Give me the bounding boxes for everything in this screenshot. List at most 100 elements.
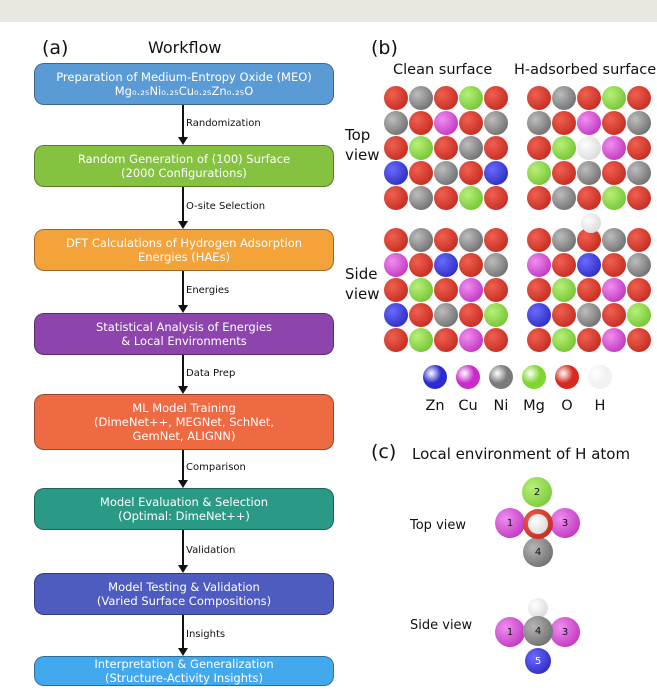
workflow-step-2: Random Generation of (100) Surface (2000 … <box>34 145 334 187</box>
workflow-step-5-text-2: (DimeNet++, MEGNet, SchNet, <box>94 415 274 429</box>
atom-ball <box>627 303 651 327</box>
workflow-step-6-text-1: Model Evaluation & Selection <box>99 495 269 509</box>
workflow-step-3-text-1: DFT Calculations of Hydrogen Adsorption <box>65 236 303 250</box>
atom-ball <box>434 86 458 110</box>
workflow-arrowhead-7 <box>178 648 188 656</box>
atom-ball <box>434 161 458 185</box>
atom-ball <box>434 253 458 277</box>
workflow-arrow-label-2: O-site Selection <box>184 201 268 212</box>
atom-ball <box>527 86 551 110</box>
atom-ball <box>459 111 483 135</box>
atom-ball <box>434 328 458 352</box>
workflow-step-7-text-1: Model Testing & Validation <box>108 580 260 594</box>
legend-ball-mg <box>522 365 546 389</box>
workflow-step-1-text-2: Mg₀.₂₅Ni₀.₂₅Cu₀.₂₅Zn₀.₂₅O <box>114 84 254 98</box>
atom-ball <box>527 186 551 210</box>
atom-3-cu-side: 3 <box>550 617 580 647</box>
atom-ball <box>459 161 483 185</box>
atom-ball <box>434 303 458 327</box>
atom-ball <box>484 253 508 277</box>
atom-ball <box>602 86 626 110</box>
atom-ball <box>384 303 408 327</box>
atom-ball <box>384 161 408 185</box>
atom-ball <box>602 161 626 185</box>
workflow-step-6: Model Evaluation & Selection (Optimal: Di… <box>34 488 334 530</box>
atom-ball <box>434 278 458 302</box>
atom-ball <box>627 161 651 185</box>
h-adsorbed-surface-heading: H-adsorbed surface <box>514 62 657 78</box>
atom-ball <box>577 253 601 277</box>
atom-ball <box>577 111 601 135</box>
workflow-arrowhead-2 <box>178 221 188 229</box>
atom-ball <box>627 278 651 302</box>
atom-ball <box>527 136 551 160</box>
workflow-step-7-text-2: (Varied Surface Compositions) <box>96 594 272 608</box>
atom-ball <box>384 253 408 277</box>
workflow-step-4: Statistical Analysis of Energies & Local … <box>34 313 334 355</box>
legend-label-o: O <box>561 398 573 414</box>
atom-ball <box>527 228 551 252</box>
legend-ball-zn <box>423 365 447 389</box>
panel-a-label: (a) <box>42 37 69 59</box>
atom-ball <box>384 111 408 135</box>
atom-ball <box>627 86 651 110</box>
atom-ball <box>627 136 651 160</box>
atom-ball <box>577 136 601 160</box>
atom-ball <box>602 186 626 210</box>
atom-ball <box>409 253 433 277</box>
atom-ball <box>552 253 576 277</box>
workflow-title: Workflow <box>148 38 222 57</box>
workflow-arrow-4 <box>182 355 184 386</box>
atom-ball <box>527 161 551 185</box>
atom-ball <box>434 186 458 210</box>
legend-label-ni: Ni <box>493 398 509 414</box>
clean-surface-heading: Clean surface <box>393 62 493 78</box>
atom-ball <box>409 86 433 110</box>
atom-3-cu: 3 <box>550 508 580 538</box>
atom-ball <box>577 278 601 302</box>
workflow-arrow-1 <box>182 105 184 137</box>
side-view-row-label: Side view <box>345 265 380 303</box>
local-env-title: Local environment of H atom <box>412 445 631 463</box>
workflow-arrowhead-3 <box>178 305 188 313</box>
top-banner <box>0 0 657 22</box>
atom-ball <box>384 186 408 210</box>
atom-ball <box>552 186 576 210</box>
clean-top-structure <box>384 86 508 210</box>
atom-ball <box>459 278 483 302</box>
workflow-step-7: Model Testing & Validation (Varied Surfac… <box>34 573 334 615</box>
atom-ball <box>602 253 626 277</box>
atom-ball <box>527 111 551 135</box>
atom-ball <box>577 161 601 185</box>
workflow-arrow-5 <box>182 450 184 480</box>
atom-ball <box>459 328 483 352</box>
atom-ball <box>577 86 601 110</box>
legend-label-cu: Cu <box>458 398 478 414</box>
atom-ball <box>459 228 483 252</box>
atom-ball <box>552 278 576 302</box>
atom-1-cu: 1 <box>495 508 525 538</box>
workflow-step-3: DFT Calculations of Hydrogen Adsorption E… <box>34 229 334 271</box>
workflow-step-1: Preparation of Medium-Entropy Oxide (MEO… <box>34 63 334 105</box>
workflow-step-2-text-1: Random Generation of (100) Surface <box>77 152 291 166</box>
atom-4-ni-side: 4 <box>523 616 553 646</box>
workflow-arrow-6 <box>182 530 184 565</box>
atom-ball <box>484 86 508 110</box>
workflow-step-2-text-2: (2000 Configurations) <box>121 166 247 180</box>
atom-ball <box>409 136 433 160</box>
workflow-step-3-text-2: Energies (HAEs) <box>137 250 231 264</box>
workflow-step-8: Interpretation & Generalization (Structur… <box>34 656 334 686</box>
panel-c-label: (c) <box>371 441 397 463</box>
workflow-arrow-label-1: Randomization <box>184 118 263 129</box>
atom-ball <box>627 111 651 135</box>
atom-ball <box>552 328 576 352</box>
workflow-arrowhead-1 <box>178 137 188 145</box>
atom-ball <box>552 228 576 252</box>
atom-ball <box>484 136 508 160</box>
atom-ball <box>409 228 433 252</box>
adsorbed-h-atom <box>581 213 601 233</box>
h-adsorbed-top-structure <box>527 86 651 210</box>
atom-ball <box>527 303 551 327</box>
atom-ball <box>384 86 408 110</box>
atom-ball <box>577 186 601 210</box>
